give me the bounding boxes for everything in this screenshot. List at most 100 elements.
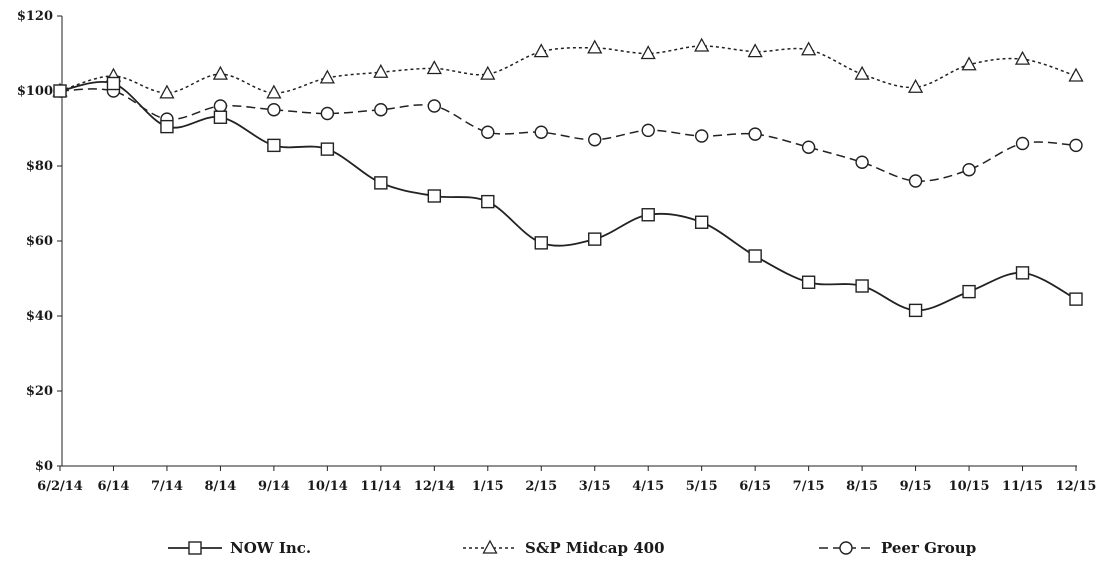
y-tick-label: $60 <box>26 234 53 249</box>
data-point <box>213 110 228 124</box>
y-tick-label: $40 <box>26 309 53 324</box>
legend: NOW Inc. S&P Midcap 400 Peer Group <box>168 539 976 557</box>
data-point <box>267 138 281 153</box>
data-point <box>212 65 229 80</box>
data-point <box>534 236 548 250</box>
x-tick-label: 8/14 <box>204 479 236 494</box>
data-point <box>748 127 762 141</box>
data-point <box>481 194 495 209</box>
x-tick-label: 6/14 <box>98 479 130 494</box>
data-point <box>1015 266 1030 280</box>
axes <box>61 16 1077 467</box>
data-point <box>747 43 763 58</box>
data-point <box>160 119 174 134</box>
x-tick-label: 1/15 <box>472 479 504 494</box>
data-point <box>427 189 442 203</box>
x-tick-label: 10/15 <box>949 479 990 494</box>
x-tick-label: 2/15 <box>525 479 557 494</box>
data-point <box>641 123 655 138</box>
data-point <box>213 99 228 113</box>
x-tick-label: 11/14 <box>360 479 401 494</box>
series-triangle-group <box>52 37 1084 99</box>
data-point <box>961 56 977 71</box>
data-point <box>53 84 67 98</box>
series-line <box>59 45 1077 94</box>
data-point <box>587 39 603 54</box>
data-point <box>480 65 496 80</box>
data-point <box>159 84 175 99</box>
legend-marker <box>839 541 853 555</box>
data-point <box>640 45 656 60</box>
data-point <box>320 106 335 121</box>
legend-marker <box>482 539 498 554</box>
y-tick-label: $100 <box>17 84 53 99</box>
x-tick-label: 3/15 <box>579 479 611 494</box>
data-point <box>855 279 869 293</box>
data-point <box>908 303 923 318</box>
y-tick-label: $20 <box>26 384 53 399</box>
data-point <box>1014 50 1031 65</box>
x-tick-label: 4/15 <box>632 479 664 494</box>
x-tick-label: 6/2/14 <box>37 479 83 494</box>
data-point <box>588 232 602 246</box>
data-point <box>801 275 816 289</box>
data-point <box>320 142 335 156</box>
data-point <box>855 155 869 169</box>
data-point <box>374 103 388 117</box>
series-circle-group <box>53 84 1083 188</box>
legend-label: NOW Inc. <box>230 539 311 557</box>
data-point <box>426 60 442 75</box>
data-point <box>374 176 388 190</box>
x-tick-label: 12/14 <box>414 479 455 494</box>
y-axis-ticks: $0 $20 $40 $60 $80 $100 $120 <box>17 9 62 474</box>
data-point <box>962 284 976 299</box>
data-point <box>854 65 870 80</box>
x-tick-label: 7/14 <box>151 479 183 494</box>
data-point <box>694 129 709 143</box>
data-point <box>1069 292 1083 306</box>
data-point <box>319 69 335 84</box>
data-point <box>1069 138 1083 153</box>
data-point <box>962 163 976 177</box>
x-tick-label: 12/15 <box>1056 479 1097 494</box>
x-tick-label: 5/15 <box>686 479 718 494</box>
x-tick-label: 8/15 <box>846 479 878 494</box>
series-square-group <box>53 76 1083 318</box>
data-point <box>801 41 817 56</box>
data-point <box>266 84 282 99</box>
data-point <box>801 140 816 154</box>
y-tick-label: $120 <box>17 9 53 24</box>
data-point <box>907 78 924 93</box>
series-lines <box>52 37 1084 318</box>
series-line <box>59 88 1077 182</box>
data-point <box>1015 136 1030 151</box>
series-line <box>59 81 1077 312</box>
data-point <box>908 174 923 188</box>
y-tick-label: $0 <box>35 459 53 474</box>
data-point <box>748 249 762 263</box>
data-point <box>427 99 442 113</box>
legend-item: S&P Midcap 400 <box>463 539 665 557</box>
data-point <box>533 43 549 58</box>
legend-item: NOW Inc. <box>168 539 311 557</box>
x-tick-label: 10/14 <box>307 479 348 494</box>
data-point <box>481 125 495 139</box>
data-point <box>267 103 281 117</box>
x-tick-label: 6/15 <box>739 479 771 494</box>
y-tick-label: $80 <box>26 159 53 174</box>
data-point <box>641 208 655 222</box>
legend-label: S&P Midcap 400 <box>525 539 665 557</box>
x-tick-label: 9/14 <box>258 479 290 494</box>
data-point <box>534 125 548 139</box>
data-point <box>1068 67 1084 82</box>
data-point <box>588 133 602 147</box>
x-tick-label: 7/15 <box>793 479 825 494</box>
data-point <box>694 37 710 52</box>
data-point <box>694 215 709 229</box>
legend-label: Peer Group <box>881 539 976 557</box>
data-point <box>106 76 121 91</box>
legend-marker <box>188 541 202 555</box>
x-tick-label: 11/15 <box>1002 479 1043 494</box>
data-point <box>373 63 389 78</box>
